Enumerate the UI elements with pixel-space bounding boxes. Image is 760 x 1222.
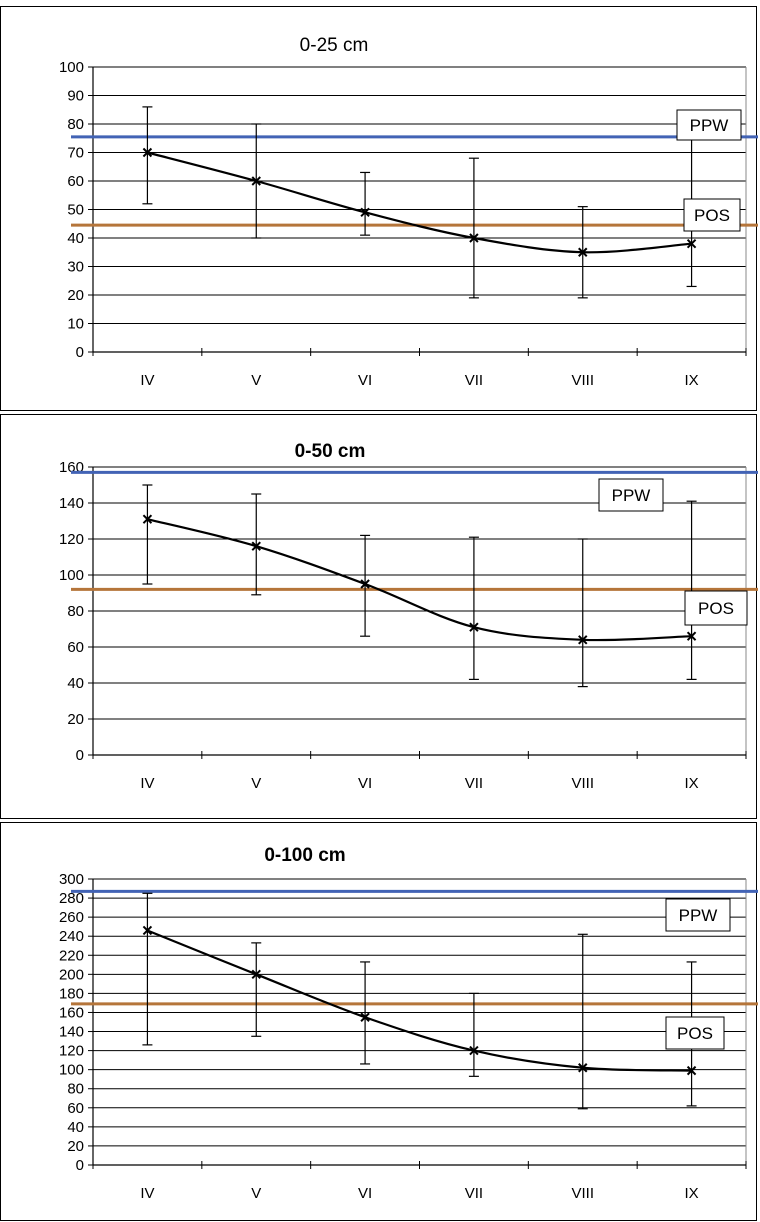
y-tick-label: 180 xyxy=(59,985,84,1002)
y-tick-label: 120 xyxy=(59,531,84,548)
data-point xyxy=(251,969,261,980)
y-tick-label: 50 xyxy=(67,202,84,219)
data-point xyxy=(142,925,153,936)
y-tick-label: 60 xyxy=(67,1100,84,1117)
chart-panel-0-100cm: 0-100 cm 0 20 40 60 80 100 120 140 160 180 200 220 24… xyxy=(0,822,758,1221)
data-point xyxy=(142,514,153,524)
data-point xyxy=(469,233,479,243)
y-tick-label: 20 xyxy=(67,711,84,728)
y-tick-label: 100 xyxy=(59,1062,84,1079)
data-point xyxy=(251,176,261,186)
x-tick-label: V xyxy=(251,372,261,389)
data-point xyxy=(469,622,479,632)
chart-title: 0-25 cm xyxy=(300,35,369,56)
x-tick-label: V xyxy=(251,1185,261,1202)
x-tick-label: VI xyxy=(358,372,372,389)
x-tick-label: IX xyxy=(684,372,698,389)
x-tick-label: IV xyxy=(140,775,154,792)
y-tick-label: 0 xyxy=(76,747,84,764)
y-tick-label: 200 xyxy=(59,966,84,983)
y-tick-label: 60 xyxy=(67,639,84,656)
x-tick-label: VII xyxy=(465,372,483,389)
y-tick-label: 100 xyxy=(59,59,84,76)
y-tick-label: 60 xyxy=(67,173,84,190)
reference-label-ppw: PPW xyxy=(679,906,718,925)
y-tick-label: 70 xyxy=(67,145,84,162)
chart-svg-0-25cm: 0-25 cm 0 10 20 30 40 50 60 70 80 90 100 IV V VI VII VII… xyxy=(59,35,758,389)
x-tick-label: VIII xyxy=(571,1185,594,1202)
data-point xyxy=(360,207,370,218)
y-tick-label: 40 xyxy=(67,675,84,692)
data-point xyxy=(686,238,697,249)
y-tick-label: 300 xyxy=(59,871,84,888)
y-tick-label: 140 xyxy=(59,1024,84,1041)
x-tick-label: VI xyxy=(358,775,372,792)
x-tick-label: VIII xyxy=(571,372,594,389)
data-point xyxy=(578,635,588,645)
y-tick-label: 280 xyxy=(59,890,84,907)
reference-label-box-pos xyxy=(684,590,748,626)
y-tick-label: 0 xyxy=(76,1157,84,1174)
chart-title: 0-50 cm xyxy=(295,441,366,462)
reference-label-box-ppw xyxy=(665,898,731,932)
y-tick-label: 80 xyxy=(67,1081,84,1098)
x-tick-label: IV xyxy=(140,372,154,389)
y-tick-label: 160 xyxy=(59,1004,84,1021)
data-point xyxy=(360,579,370,589)
x-tick-label: VII xyxy=(465,1185,483,1202)
x-tick-label: VIII xyxy=(571,775,594,792)
chart-svg-0-100cm: 0-100 cm 0 20 40 60 80 100 120 140 160 180 200 220 24… xyxy=(59,845,758,1202)
y-tick-label: 10 xyxy=(67,316,84,333)
data-point xyxy=(251,541,261,551)
x-tick-label: IX xyxy=(684,775,698,792)
y-tick-label: 90 xyxy=(67,88,84,105)
data-point xyxy=(360,1012,370,1022)
series-line xyxy=(147,151,692,254)
y-tick-label: 240 xyxy=(59,928,84,945)
y-tick-label: 20 xyxy=(67,1138,84,1155)
y-tick-label: 220 xyxy=(59,947,84,964)
x-tick-label: VII xyxy=(465,775,483,792)
x-tick-label: IX xyxy=(684,1185,698,1202)
y-tick-label: 120 xyxy=(59,1043,84,1060)
data-point xyxy=(469,1045,479,1056)
chart-title: 0-100 cm xyxy=(264,845,345,866)
reference-label-pos: POS xyxy=(698,599,734,618)
y-tick-label: 100 xyxy=(59,567,84,584)
data-point xyxy=(142,147,153,158)
y-tick-label: 40 xyxy=(67,1119,84,1136)
y-tick-label: 260 xyxy=(59,909,84,926)
reference-label-box-pos xyxy=(665,1016,725,1050)
reference-label-box-pos xyxy=(683,198,741,232)
reference-label-ppw: PPW xyxy=(690,116,729,135)
reference-label-box-ppw xyxy=(676,109,742,141)
chart-panel-0-50cm: 0-50 cm 0 20 40 60 80 100 120 140 160 IV V VI VII VIII… xyxy=(0,414,758,819)
x-tick-label: IV xyxy=(140,1185,154,1202)
y-tick-label: 80 xyxy=(67,116,84,133)
y-tick-label: 0 xyxy=(76,344,84,361)
y-tick-label: 140 xyxy=(59,495,84,512)
reference-label-ppw: PPW xyxy=(612,486,651,505)
chart-panel-0-25cm: 0-25 cm 0 10 20 30 40 50 60 70 80 90 100 IV V VI VII VII… xyxy=(0,6,758,411)
x-tick-label: VI xyxy=(358,1185,372,1202)
reference-label-pos: POS xyxy=(677,1024,713,1043)
series-line xyxy=(147,929,692,1072)
y-tick-label: 40 xyxy=(67,230,84,247)
series-line xyxy=(147,518,692,642)
reference-label-pos: POS xyxy=(694,206,730,225)
data-point xyxy=(578,247,588,257)
y-tick-label: 80 xyxy=(67,603,84,620)
data-point xyxy=(578,1063,588,1073)
reference-label-box-ppw xyxy=(598,478,664,512)
y-tick-label: 20 xyxy=(67,287,84,304)
data-point xyxy=(686,631,697,641)
data-point xyxy=(686,1065,697,1076)
x-tick-label: V xyxy=(251,775,261,792)
y-tick-label: 30 xyxy=(67,259,84,276)
